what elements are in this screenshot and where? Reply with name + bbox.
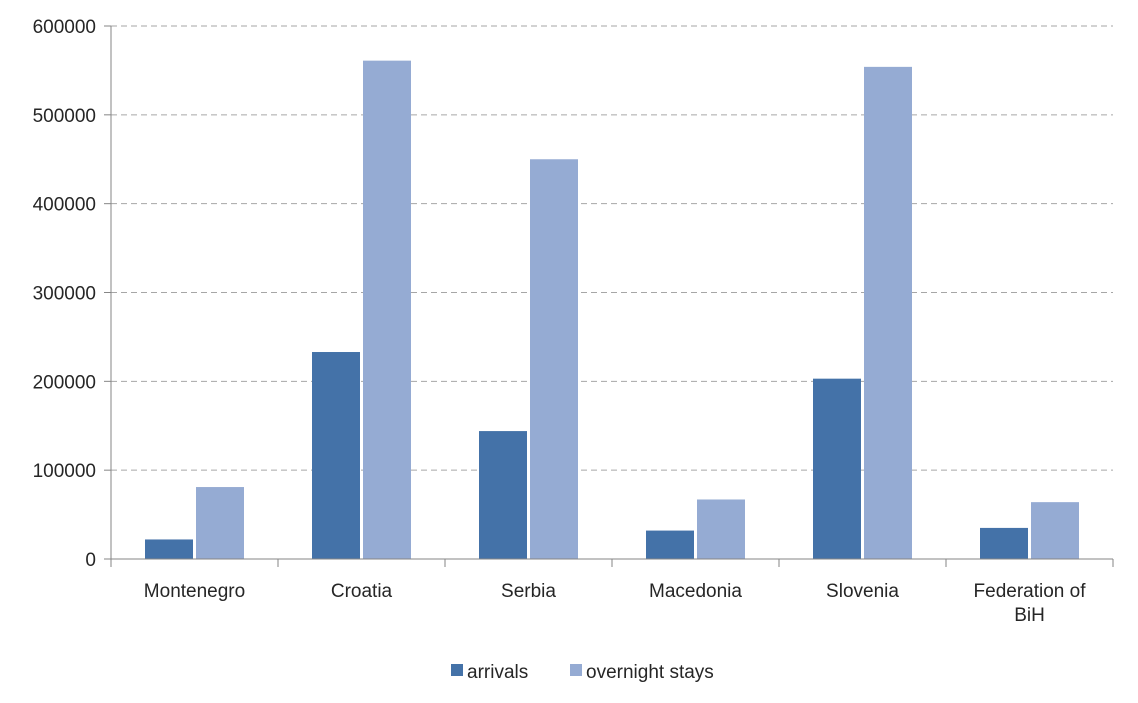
bar-arrivals-3 (646, 530, 694, 559)
y-tick-label: 500000 (33, 106, 96, 127)
y-tick-label: 200000 (33, 372, 96, 393)
legend-label-overnight-stays: overnight stays (586, 662, 714, 683)
y-axis-tick-labels: 0 100000 200000 300000 400000 500000 600000 (33, 17, 96, 571)
y-tick-label: 0 (85, 550, 96, 571)
legend-swatch-arrivals (451, 664, 463, 676)
bar-overnight-stays-1 (363, 60, 411, 560)
bars (145, 60, 1079, 560)
gridlines (111, 25, 1113, 471)
legend: arrivals overnight stays (451, 662, 714, 683)
x-category-label: Croatia (331, 581, 393, 602)
bar-overnight-stays-0 (196, 487, 244, 559)
bar-arrivals-4 (813, 378, 861, 559)
bar-arrivals-5 (980, 527, 1028, 559)
bar-overnight-stays-3 (697, 499, 745, 559)
x-category-label: Montenegro (144, 581, 245, 602)
bar-arrivals-0 (145, 539, 193, 559)
x-category-label: BiH (1014, 605, 1045, 626)
y-tick-label: 600000 (33, 17, 96, 38)
y-tick-label: 300000 (33, 284, 96, 305)
y-tick-label: 100000 (33, 461, 96, 482)
x-axis-category-labels: Montenegro Croatia Serbia Macedonia Slovenia… (144, 581, 1086, 626)
legend-swatch-overnight-stays (570, 664, 582, 676)
legend-label-arrivals: arrivals (467, 662, 528, 683)
bar-overnight-stays-5 (1031, 502, 1079, 559)
y-tick-label: 400000 (33, 195, 96, 216)
axes (104, 25, 1114, 567)
x-category-label: Federation of (974, 581, 1087, 602)
x-category-label: Serbia (501, 581, 556, 602)
bar-overnight-stays-4 (864, 66, 912, 559)
x-category-label: Slovenia (826, 581, 899, 602)
bar-arrivals-1 (312, 352, 360, 559)
bar-overnight-stays-2 (530, 159, 578, 559)
x-category-label: Macedonia (649, 581, 742, 602)
bar-arrivals-2 (479, 431, 527, 559)
